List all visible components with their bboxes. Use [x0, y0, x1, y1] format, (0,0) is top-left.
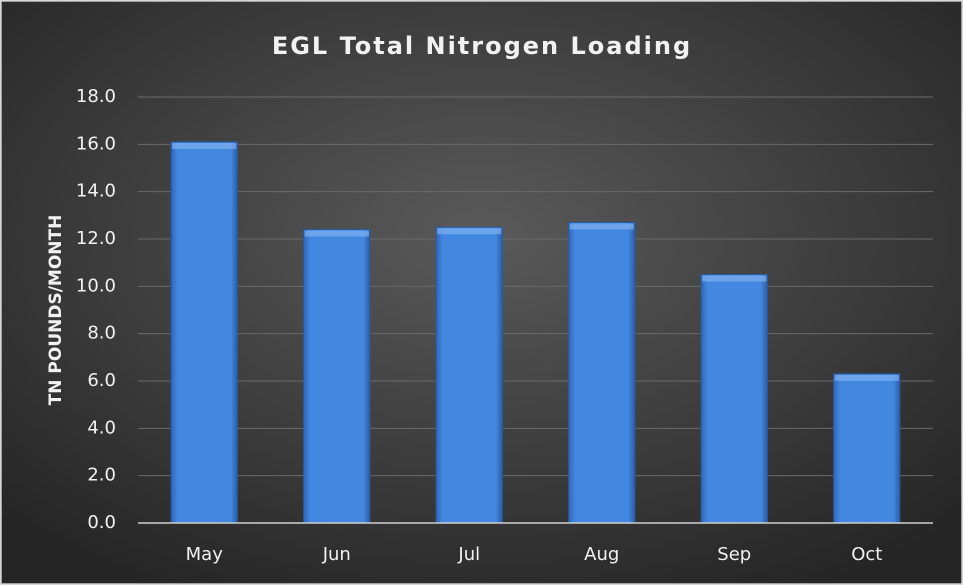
y-tick-label: 18.0	[76, 86, 116, 107]
bar-bevel	[437, 228, 502, 235]
bar	[700, 274, 768, 524]
bar-bevel	[172, 142, 237, 149]
bar-body	[303, 229, 371, 524]
bar	[568, 221, 636, 524]
bar-bevel	[304, 230, 369, 237]
chart-title: EGL Total Nitrogen Loading	[272, 32, 692, 60]
y-tick-label: 4.0	[87, 417, 116, 438]
bar	[435, 226, 503, 524]
x-tick-label: Oct	[851, 544, 882, 565]
y-tick-label: 10.0	[76, 275, 116, 296]
y-tick-label: 14.0	[76, 181, 116, 202]
bar	[303, 229, 371, 524]
bar-body	[170, 141, 238, 524]
y-tick-label: 0.0	[87, 512, 116, 533]
x-tick-label: Sep	[717, 544, 751, 565]
x-tick-label: May	[186, 544, 224, 565]
y-axis-label: TN POUNDS/MONTH	[46, 215, 66, 406]
bar	[833, 373, 901, 524]
x-tick-label: Jun	[322, 544, 351, 565]
bar-body	[833, 373, 901, 524]
y-tick-label: 8.0	[87, 323, 116, 344]
bar-body	[568, 221, 636, 524]
bar	[170, 141, 238, 524]
y-tick-label: 16.0	[76, 133, 116, 154]
y-tick-label: 2.0	[87, 465, 116, 486]
bar-bevel	[702, 275, 767, 282]
bar-body	[700, 274, 768, 524]
y-tick-label: 6.0	[87, 370, 116, 391]
x-tick-label: Jul	[457, 544, 480, 565]
x-tick-label: Aug	[584, 544, 619, 565]
y-tick-label: 12.0	[76, 228, 116, 249]
bar-bevel	[569, 223, 634, 230]
bar-body	[435, 226, 503, 524]
bar-bevel	[834, 374, 899, 381]
